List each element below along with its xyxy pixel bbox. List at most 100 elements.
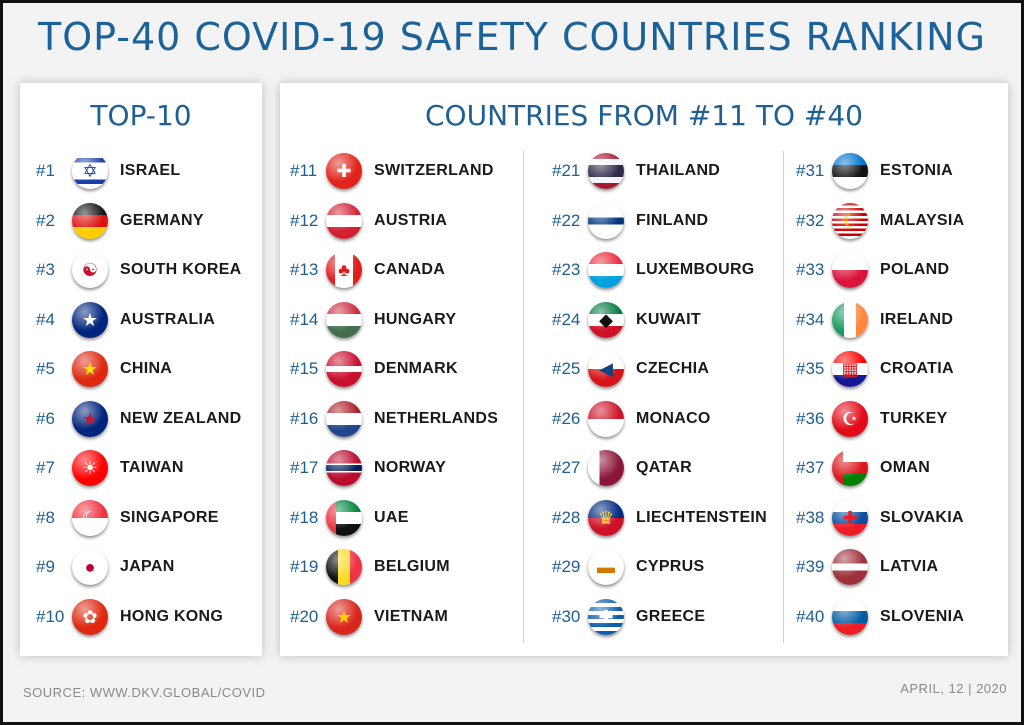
country-name: FINLAND <box>636 211 709 229</box>
rank-label: #9 <box>36 557 55 576</box>
rank-label: #30 <box>552 606 581 626</box>
country-row: #21 THAILAND <box>552 151 720 191</box>
australia-flag-icon: ★ <box>72 301 108 338</box>
flag-emblem: ✚ <box>842 507 858 528</box>
country-name: LUXEMBOURG <box>636 261 755 278</box>
rank-label: #7 <box>36 458 55 477</box>
country-row: #14 HUNGARY <box>290 300 456 340</box>
country-row: #22 FINLAND <box>552 201 708 241</box>
rank-label: #26 <box>552 408 581 428</box>
flag-emblem: ☾ <box>841 210 859 231</box>
country-row: #23 LUXEMBOURG <box>552 250 755 290</box>
country-row: #3 ☯ SOUTH KOREA <box>36 250 242 290</box>
japan-flag-icon: ● <box>72 549 108 585</box>
country-name: MALAYSIA <box>880 211 965 229</box>
country-name: CROATIA <box>880 360 954 377</box>
country-row: #7 ☀ TAIWAN <box>36 448 184 488</box>
column-divider <box>523 151 524 643</box>
rank-label: #40 <box>796 606 825 626</box>
hong-kong-flag-icon: ✿ <box>72 598 108 635</box>
canada-flag-icon: ♣ <box>326 252 362 288</box>
country-row: #1 ✡ ISRAEL <box>36 151 180 191</box>
flag-emblem: ☪ <box>841 408 859 429</box>
country-row: #2 GERMANY <box>36 201 204 241</box>
flag-emblem: ♣ <box>338 260 350 280</box>
rank-label: #1 <box>36 161 55 180</box>
flag-emblem: ★ <box>335 606 353 627</box>
country-name: NORWAY <box>374 459 447 476</box>
country-name: SLOVAKIA <box>880 508 964 526</box>
country-name: LATVIA <box>880 558 939 575</box>
switzerland-flag-icon: ✚ <box>326 153 362 189</box>
country-row: #31 ESTONIA <box>796 151 953 191</box>
flag-emblem: ✿ <box>82 606 98 627</box>
latvia-flag-icon <box>832 549 868 585</box>
rank-label: #29 <box>552 557 581 576</box>
country-name: CHINA <box>120 360 173 377</box>
rank-label: #25 <box>552 359 581 378</box>
country-row: #33 POLAND <box>796 250 949 290</box>
country-name: DENMARK <box>374 360 458 377</box>
kuwait-flag-icon: ◆ <box>588 301 624 338</box>
page-title: TOP-40 COVID-19 SAFETY COUNTRIES RANKING <box>38 15 986 59</box>
cyprus-flag-icon: ▬ <box>588 549 624 585</box>
country-row: #10 ✿ HONG KONG <box>36 597 223 637</box>
country-row: #6 ★ NEW ZEALAND <box>36 399 242 439</box>
country-row: #20 ★ VIETNAM <box>290 597 448 637</box>
rank-label: #10 <box>36 606 65 626</box>
flag-emblem: ☾ <box>81 507 99 528</box>
country-name: SOUTH KOREA <box>120 261 242 278</box>
flag-emblem: ☀ <box>81 458 99 478</box>
flag-emblem: ★ <box>81 359 99 379</box>
country-row: #35 ▦ CROATIA <box>796 349 954 389</box>
country-row: #15 DENMARK <box>290 349 458 389</box>
austria-flag-icon <box>326 202 362 239</box>
rank-label: #21 <box>552 161 581 180</box>
taiwan-flag-icon: ☀ <box>72 450 108 486</box>
country-row: #39 LATVIA <box>796 547 938 587</box>
flag-emblem: ◀ <box>599 359 613 379</box>
country-name: NETHERLANDS <box>374 409 499 427</box>
south-korea-flag-icon: ☯ <box>72 252 108 288</box>
uae-flag-icon <box>326 499 362 536</box>
rank-label: #39 <box>796 557 825 576</box>
country-row: #16 NETHERLANDS <box>290 399 498 439</box>
rank-label: #27 <box>552 458 581 477</box>
country-row: #27 QATAR <box>552 448 692 488</box>
slovakia-flag-icon: ✚ <box>832 499 868 536</box>
country-name: IRELAND <box>880 310 954 328</box>
netherlands-flag-icon <box>326 400 362 437</box>
finland-flag-icon <box>588 202 624 239</box>
country-row: #40 SLOVENIA <box>796 597 964 637</box>
rank-label: #31 <box>796 161 825 180</box>
rank-label: #23 <box>552 260 581 279</box>
country-row: #29 ▬ CYPRUS <box>552 547 704 587</box>
country-row: #25 ◀ CZECHIA <box>552 349 709 389</box>
singapore-flag-icon: ☾ <box>72 499 108 536</box>
rank-label: #18 <box>290 507 319 527</box>
country-name: TAIWAN <box>120 459 184 476</box>
rank-label: #12 <box>290 210 319 230</box>
rank-label: #24 <box>552 309 581 329</box>
country-row: #37 OMAN <box>796 448 930 488</box>
top-10-panel: TOP-10 #1 ✡ ISRAEL #2 GERMANY #3 ☯ SOUTH KOREA #… <box>20 83 262 656</box>
rank-label: #22 <box>552 210 581 230</box>
rank-label: #35 <box>796 359 825 378</box>
turkey-flag-icon: ☪ <box>832 400 868 437</box>
rank-label: #14 <box>290 309 319 329</box>
croatia-flag-icon: ▦ <box>832 351 868 387</box>
flag-emblem: ✡ <box>82 161 98 181</box>
country-name: CZECHIA <box>636 360 710 377</box>
rank-label: #32 <box>796 210 825 230</box>
country-row: #17 NORWAY <box>290 448 446 488</box>
china-flag-icon: ★ <box>72 351 108 387</box>
country-name: SINGAPORE <box>120 508 219 526</box>
flag-emblem: ♛ <box>597 507 615 528</box>
rank-label: #4 <box>36 309 55 329</box>
country-name: BELGIUM <box>374 558 450 575</box>
country-name: ESTONIA <box>880 162 953 179</box>
flag-emblem: ◆ <box>599 309 613 330</box>
country-name: HUNGARY <box>374 310 457 328</box>
country-name: LIECHTENSTEIN <box>636 508 768 526</box>
